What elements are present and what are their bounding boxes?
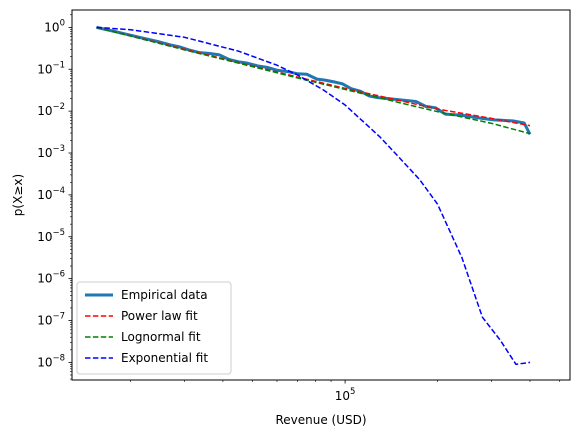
y-tick-label: 100 [44,18,65,34]
series-line-lognormal-fit [96,26,531,135]
y-tick-exponent: −1 [52,60,65,70]
x-axis-label: Revenue (USD) [275,413,366,427]
y-tick-label: 10−1 [37,60,65,76]
y-tick-label: 10−3 [37,144,65,160]
x-tick-exponent: 5 [350,387,355,397]
series-line-power-law-fit [96,26,531,127]
y-tick-exponent: −5 [52,228,65,238]
y-tick-mantissa: 10 [37,230,52,244]
y-tick-exponent: −3 [52,144,65,154]
y-tick-exponent: −7 [52,312,65,322]
y-tick-mantissa: 10 [37,146,52,160]
series-line-exponential-fit [96,26,531,366]
y-tick-label: 10−5 [37,228,65,244]
legend-label: Lognormal fit [121,330,201,344]
y-tick-label: 10−8 [37,353,65,369]
y-tick-label: 10−4 [37,186,65,202]
y-tick-mantissa: 10 [37,355,52,369]
y-tick-mantissa: 10 [37,272,52,286]
y-axis-label: p(X≥x) [11,174,25,216]
y-tick-label: 10−2 [37,102,65,118]
x-tick-mantissa: 10 [335,389,350,403]
y-tick-exponent: −4 [52,186,65,196]
y-tick-mantissa: 10 [44,20,59,34]
legend-label: Exponential fit [121,351,208,365]
legend-frame [76,281,232,375]
plot-layer [96,25,532,366]
y-tick-mantissa: 10 [37,104,52,118]
y-tick-label: 10−7 [37,312,65,328]
y-tick-mantissa: 10 [37,314,52,328]
legend-label: Empirical data [121,288,208,302]
y-tick-label: 10−6 [37,270,65,286]
y-tick-mantissa: 10 [37,62,52,76]
y-tick-mantissa: 10 [37,188,52,202]
legend: Empirical data Power law fit Lognormal fit… [76,281,232,375]
y-tick-exponent: −2 [52,102,65,112]
y-tick-exponent: 0 [60,18,65,28]
x-tick-label: 105 [335,387,356,403]
legend-label: Power law fit [121,309,198,323]
y-tick-exponent: −6 [52,270,65,280]
y-tick-exponent: −8 [52,353,65,363]
